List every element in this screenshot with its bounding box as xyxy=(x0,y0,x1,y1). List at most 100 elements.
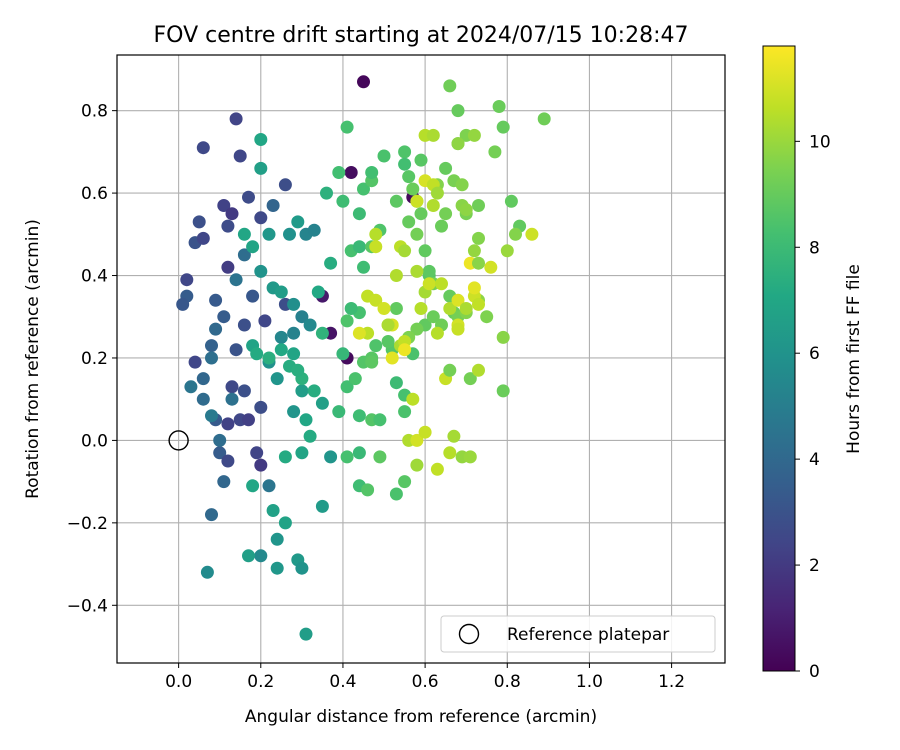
data-point xyxy=(344,302,358,315)
data-point xyxy=(414,153,428,167)
colorbar-tick-label: 4 xyxy=(809,450,820,470)
data-point xyxy=(225,380,239,394)
data-point xyxy=(262,227,276,241)
colorbar-tick-label: 10 xyxy=(809,132,831,152)
data-point xyxy=(443,302,457,315)
data-point xyxy=(254,549,268,563)
data-point xyxy=(332,405,346,419)
data-point xyxy=(283,227,296,241)
colorbar-tick-label: 6 xyxy=(809,344,820,364)
x-tick-label: 0.0 xyxy=(165,672,192,692)
data-point xyxy=(250,347,264,361)
data-point xyxy=(229,343,243,357)
data-point xyxy=(352,409,366,423)
data-point xyxy=(426,199,440,212)
data-point xyxy=(176,297,190,311)
data-point xyxy=(426,310,440,324)
data-point xyxy=(287,326,301,340)
data-point xyxy=(369,227,383,241)
x-axis-label: Angular distance from reference (arcmin) xyxy=(245,707,597,727)
data-point xyxy=(398,157,412,171)
data-point xyxy=(229,112,243,126)
data-point xyxy=(196,392,210,406)
data-point xyxy=(315,326,329,340)
data-point xyxy=(237,384,251,398)
data-point xyxy=(414,302,428,315)
data-point xyxy=(357,75,370,89)
data-point xyxy=(447,429,461,443)
data-point xyxy=(237,318,251,332)
data-point xyxy=(443,446,457,460)
data-point xyxy=(406,182,420,196)
plot-area xyxy=(116,54,726,664)
data-point xyxy=(213,433,227,447)
y-tick-label: 0.0 xyxy=(81,431,108,451)
data-point xyxy=(209,293,223,307)
data-point xyxy=(496,120,510,134)
data-point xyxy=(278,516,292,530)
data-point xyxy=(270,532,284,546)
data-point xyxy=(352,207,366,221)
data-point xyxy=(410,322,424,336)
grid-lines xyxy=(117,55,725,663)
data-point xyxy=(480,310,494,324)
data-point xyxy=(352,240,366,254)
data-point xyxy=(332,166,346,179)
data-point xyxy=(242,190,255,204)
data-point xyxy=(254,264,268,278)
data-point xyxy=(254,211,268,225)
data-point xyxy=(246,240,260,254)
data-point xyxy=(258,314,272,328)
data-point xyxy=(340,120,354,134)
data-point xyxy=(205,409,218,423)
data-point xyxy=(389,487,403,501)
legend-marker xyxy=(458,623,480,645)
chart-title: FOV centre drift starting at 2024/07/15 … xyxy=(154,23,689,48)
data-point xyxy=(205,339,218,353)
data-point xyxy=(278,178,292,192)
data-point xyxy=(443,79,457,93)
x-tick-label: 0.2 xyxy=(247,672,274,692)
data-point xyxy=(389,269,403,282)
data-point xyxy=(422,264,436,278)
data-point xyxy=(377,302,391,315)
data-point xyxy=(217,475,231,489)
data-point xyxy=(287,405,301,419)
data-point xyxy=(357,260,370,274)
data-point xyxy=(254,400,268,414)
data-point xyxy=(217,199,231,212)
data-point xyxy=(418,244,432,258)
colorbar-tick-label: 8 xyxy=(809,238,820,258)
data-point xyxy=(205,508,218,522)
data-point xyxy=(467,281,481,295)
data-point xyxy=(472,231,485,245)
data-point xyxy=(451,137,465,151)
data-point xyxy=(373,413,387,427)
data-point xyxy=(266,199,280,212)
data-point xyxy=(303,318,317,332)
data-point xyxy=(451,322,465,336)
data-point xyxy=(430,462,444,476)
data-point xyxy=(233,149,247,163)
data-point xyxy=(340,380,354,394)
data-point xyxy=(262,351,276,365)
data-point xyxy=(398,343,412,357)
data-point xyxy=(336,194,350,208)
data-point xyxy=(307,223,321,237)
data-point xyxy=(410,227,424,241)
x-tick-label: 0.8 xyxy=(494,672,521,692)
data-point xyxy=(410,458,424,472)
data-point xyxy=(451,293,465,307)
data-point xyxy=(398,475,412,489)
data-point xyxy=(274,343,288,357)
y-tick-label: 0.2 xyxy=(81,349,108,369)
data-point xyxy=(254,133,268,146)
data-point xyxy=(410,264,424,278)
data-point xyxy=(205,351,218,365)
data-point xyxy=(488,145,502,159)
data-point xyxy=(287,297,301,311)
data-point xyxy=(291,363,305,377)
data-point xyxy=(340,450,354,464)
data-point xyxy=(270,372,284,386)
